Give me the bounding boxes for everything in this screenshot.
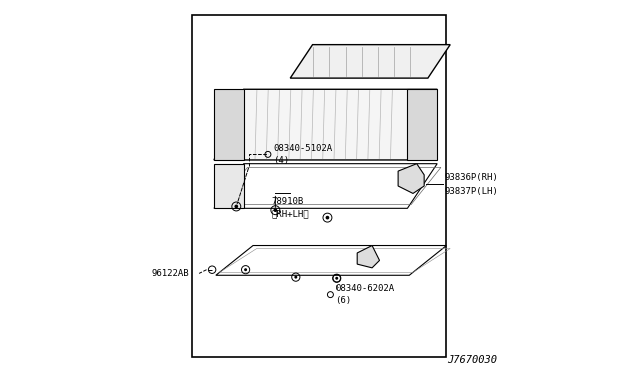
Circle shape bbox=[326, 216, 330, 219]
Polygon shape bbox=[357, 246, 380, 268]
Polygon shape bbox=[398, 164, 424, 193]
Circle shape bbox=[335, 277, 338, 280]
Text: 08340-5102A
(4): 08340-5102A (4) bbox=[273, 144, 333, 165]
Polygon shape bbox=[214, 89, 244, 160]
Polygon shape bbox=[214, 164, 244, 208]
Text: 93836P(RH): 93836P(RH) bbox=[445, 173, 499, 182]
Text: 96122AB: 96122AB bbox=[152, 269, 189, 278]
Circle shape bbox=[273, 208, 277, 212]
Polygon shape bbox=[216, 246, 447, 275]
Polygon shape bbox=[291, 45, 450, 78]
Text: 93837P(LH): 93837P(LH) bbox=[445, 187, 499, 196]
Bar bbox=[191, 15, 447, 357]
Text: J7670030: J7670030 bbox=[447, 355, 497, 365]
Polygon shape bbox=[214, 89, 437, 160]
Text: 08340-6202A
(6): 08340-6202A (6) bbox=[335, 284, 394, 305]
Circle shape bbox=[294, 276, 298, 279]
Text: 78910B
〈RH+LH〉: 78910B 〈RH+LH〉 bbox=[271, 197, 309, 218]
Circle shape bbox=[244, 268, 247, 271]
Circle shape bbox=[234, 205, 238, 208]
Polygon shape bbox=[214, 164, 437, 208]
Polygon shape bbox=[408, 89, 437, 160]
